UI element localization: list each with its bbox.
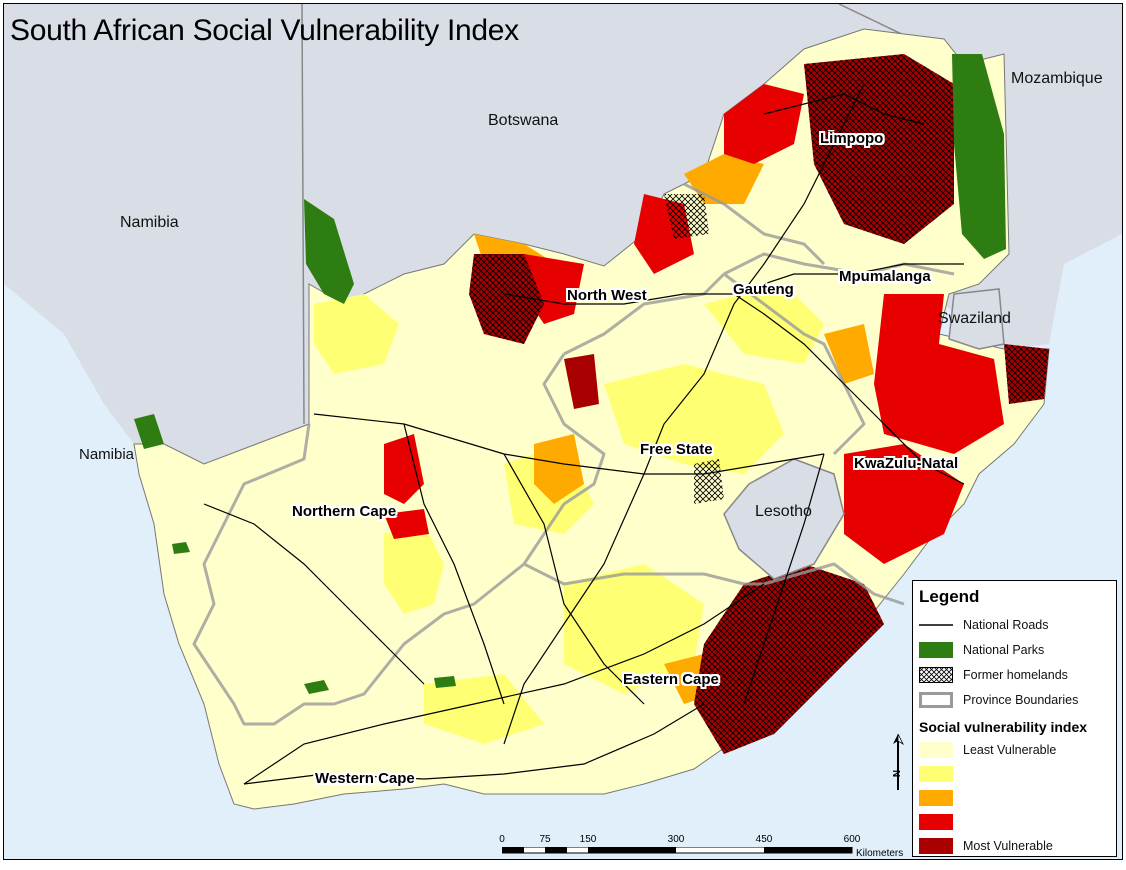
province-label-mpumalanga: Mpumalanga [839, 268, 931, 285]
province-label-northern-cape: Northern Cape [292, 503, 397, 520]
scale-tick: 75 [539, 834, 551, 845]
legend-label: Least Vulnerable [963, 743, 1057, 757]
country-label-botswana: Botswana [488, 112, 559, 129]
province-label-kwazulu-natal: KwaZulu-Natal [854, 455, 959, 472]
map-title: South African Social Vulnerability Index [10, 14, 519, 47]
svi-swatch-icon [919, 790, 953, 806]
svi-swatch-icon [919, 838, 953, 854]
country-label-namibia-south: Namibia [79, 446, 135, 463]
homeland-patch [804, 54, 954, 244]
legend-svi-title: Social vulnerability index [919, 719, 1088, 735]
province-boundaries [192, 182, 955, 726]
homeland-patch [469, 254, 544, 344]
legend-label: National Roads [963, 618, 1049, 632]
country-label-mozambique: Mozambique [1011, 70, 1103, 87]
legend-svi-class: Least Vulnerable [919, 742, 1114, 760]
scale-tick: 0 [499, 834, 505, 845]
homeland-patch [694, 459, 724, 504]
legend-title: Legend [919, 587, 980, 606]
province-label-north-west: North West [567, 287, 647, 304]
legend-svi-class: Most Vulnerable [919, 838, 1114, 856]
svi-very-high-patch [844, 444, 964, 564]
legend-item-national-parks: National Parks [919, 642, 1114, 660]
svi-very-high-patch [384, 434, 424, 504]
svi-moderate-patch [424, 674, 544, 744]
homeland-patch [1004, 344, 1049, 404]
legend-svi-class [919, 766, 1114, 784]
national-park-small [304, 680, 329, 694]
national-park-kruger [952, 54, 1006, 259]
map-canvas [4, 4, 1122, 810]
svi-high-patch [684, 154, 764, 204]
svi-swatch-icon [919, 766, 953, 782]
legend-svi-class [919, 814, 1114, 832]
park-swatch-icon [919, 642, 953, 658]
province-label-western-cape: Western Cape [315, 770, 415, 787]
national-park-richtersveld [134, 414, 164, 449]
boundary-swatch-icon [919, 692, 953, 708]
scale-bar: 0 75 150 300 450 600 Kilometers [498, 834, 918, 859]
map-frame: South African Social Vulnerability Index… [3, 3, 1123, 860]
country-label-lesotho: Lesotho [755, 503, 812, 520]
svi-swatch-icon [919, 814, 953, 830]
homeland-patch [694, 564, 884, 754]
national-park-kgalagadi [304, 199, 354, 304]
svi-very-high-patch [874, 294, 1004, 454]
national-roads [203, 83, 965, 785]
country-label-swaziland: Swaziland [938, 310, 1011, 327]
svi-high-patch [824, 324, 874, 384]
legend-label: Province Boundaries [963, 693, 1079, 707]
svi-moderate-patch [564, 564, 704, 694]
legend-item-national-roads: National Roads [919, 617, 1114, 635]
legend-label: Most Vulnerable [963, 839, 1053, 853]
legend-label: Former homelands [963, 668, 1068, 682]
country-label-namibia: Namibia [120, 214, 179, 231]
province-label-limpopo: Limpopo [820, 130, 884, 147]
scale-tick: 450 [755, 834, 773, 845]
scale-tick: 600 [843, 834, 861, 845]
crosshatch-swatch-icon [919, 667, 953, 683]
province-label-gauteng: Gauteng [733, 281, 794, 298]
svi-moderate-patch [604, 364, 784, 474]
north-arrow-icon [893, 734, 904, 790]
scale-tick: 300 [667, 834, 685, 845]
national-park-small [172, 542, 190, 554]
scale-unit-label: Kilometers [856, 848, 904, 859]
legend-item-province-boundaries: Province Boundaries [919, 692, 1114, 710]
svi-moderate-patch [384, 524, 444, 614]
homeland-patch [564, 354, 599, 409]
neighbour-land [4, 4, 1122, 464]
legend-svi-class [919, 790, 1114, 808]
province-label-eastern-cape: Eastern Cape [623, 671, 719, 688]
scale-bar-graphic [502, 847, 853, 854]
svi-high-patch [534, 434, 584, 504]
svi-moderate-patch [314, 294, 399, 374]
road-line-icon [919, 624, 953, 626]
svi-very-high-patch [384, 509, 429, 539]
svi-very-high-patch [724, 84, 804, 164]
legend-item-former-homelands: Former homelands [919, 667, 1114, 685]
province-label-free-state: Free State [640, 441, 713, 458]
namibia-botswana-border [301, 4, 305, 425]
legend-label: National Parks [963, 643, 1045, 657]
homeland-patch [664, 194, 709, 239]
svi-swatch-icon [919, 742, 953, 758]
legend: Legend National Roads National Parks For… [912, 580, 1117, 857]
swaziland-shape [948, 288, 1005, 350]
scale-tick: 150 [579, 834, 597, 845]
north-arrow-label: N [892, 769, 904, 778]
former-homelands-layer [469, 54, 1049, 754]
national-park-small [434, 676, 456, 688]
